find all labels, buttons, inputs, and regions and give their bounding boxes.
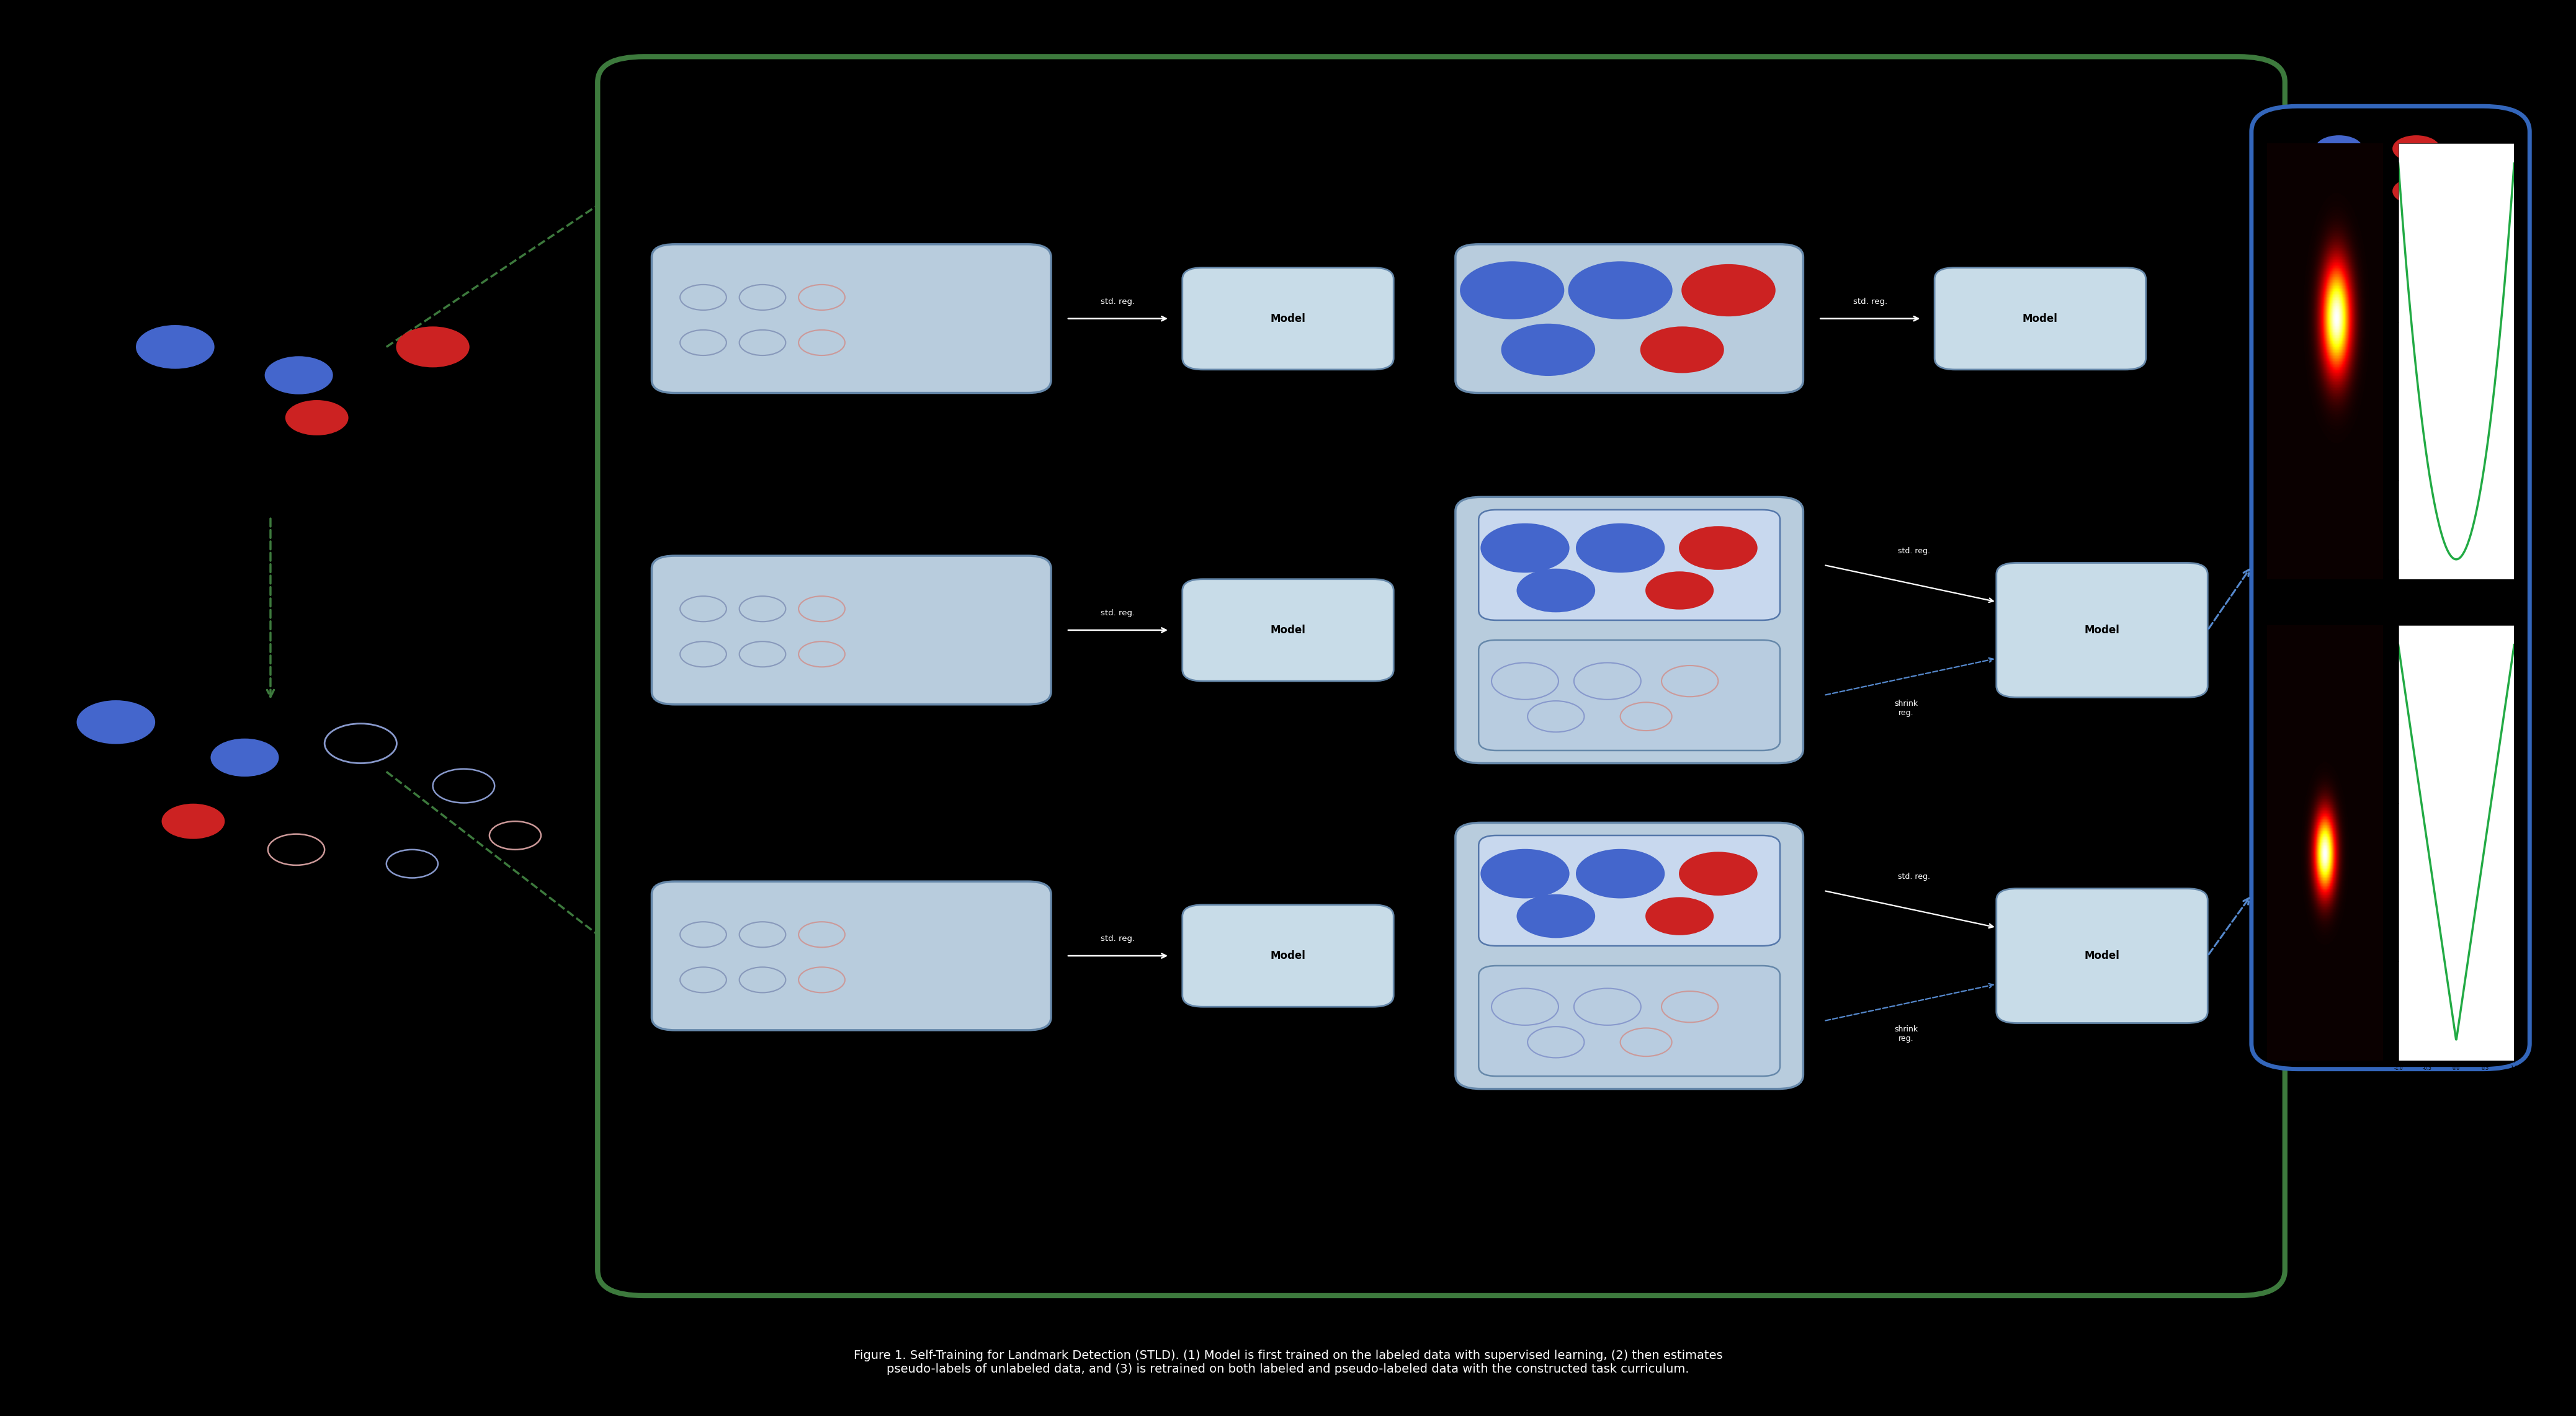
- Circle shape: [1461, 262, 1564, 319]
- Text: std. reg.: std. reg.: [1899, 547, 1929, 555]
- FancyBboxPatch shape: [1182, 268, 1394, 370]
- FancyBboxPatch shape: [1182, 905, 1394, 1007]
- FancyBboxPatch shape: [1479, 510, 1780, 620]
- Circle shape: [211, 739, 278, 776]
- FancyBboxPatch shape: [1996, 889, 2208, 1022]
- FancyBboxPatch shape: [1455, 244, 1803, 394]
- FancyBboxPatch shape: [1455, 823, 1803, 1089]
- FancyBboxPatch shape: [1996, 562, 2208, 697]
- Circle shape: [1517, 569, 1595, 612]
- Circle shape: [1502, 324, 1595, 375]
- Text: Model: Model: [1270, 624, 1306, 636]
- Circle shape: [286, 401, 348, 435]
- Circle shape: [2316, 136, 2362, 161]
- Text: Model: Model: [1270, 950, 1306, 961]
- Text: Model: Model: [2084, 950, 2120, 961]
- Text: shrink
reg.: shrink reg.: [1893, 1025, 1919, 1042]
- Text: std. reg.: std. reg.: [1100, 609, 1136, 617]
- FancyBboxPatch shape: [2251, 106, 2530, 1069]
- Circle shape: [2393, 178, 2439, 204]
- Text: std. reg.: std. reg.: [1852, 297, 1888, 306]
- FancyBboxPatch shape: [1479, 835, 1780, 946]
- FancyBboxPatch shape: [1935, 268, 2146, 370]
- Circle shape: [2393, 136, 2439, 161]
- Circle shape: [1682, 265, 1775, 316]
- Text: Model: Model: [1270, 313, 1306, 324]
- Text: Figure 1. Self-Training for Landmark Detection (STLD). (1) Model is first traine: Figure 1. Self-Training for Landmark Det…: [853, 1349, 1723, 1375]
- Circle shape: [137, 326, 214, 368]
- Circle shape: [1577, 524, 1664, 572]
- Circle shape: [397, 327, 469, 367]
- Circle shape: [1646, 898, 1713, 935]
- Circle shape: [162, 804, 224, 838]
- Text: shrink
reg.: shrink reg.: [1893, 700, 1919, 716]
- FancyBboxPatch shape: [652, 555, 1051, 704]
- Text: Model: Model: [2022, 313, 2058, 324]
- Circle shape: [1646, 572, 1713, 609]
- Circle shape: [265, 357, 332, 394]
- Circle shape: [1481, 850, 1569, 898]
- FancyBboxPatch shape: [652, 244, 1051, 394]
- Circle shape: [1481, 524, 1569, 572]
- FancyBboxPatch shape: [1182, 579, 1394, 681]
- FancyBboxPatch shape: [1455, 497, 1803, 763]
- Circle shape: [77, 701, 155, 743]
- Circle shape: [1577, 850, 1664, 898]
- FancyBboxPatch shape: [598, 57, 2285, 1296]
- Text: Model: Model: [2084, 624, 2120, 636]
- Circle shape: [1641, 327, 1723, 372]
- FancyBboxPatch shape: [1479, 966, 1780, 1076]
- FancyBboxPatch shape: [652, 881, 1051, 1031]
- Text: std. reg.: std. reg.: [1100, 935, 1136, 943]
- Circle shape: [1680, 527, 1757, 569]
- Text: std. reg.: std. reg.: [1899, 872, 1929, 881]
- Circle shape: [1517, 895, 1595, 937]
- FancyBboxPatch shape: [1479, 640, 1780, 750]
- Text: std. reg.: std. reg.: [1100, 297, 1136, 306]
- Circle shape: [1569, 262, 1672, 319]
- Circle shape: [1680, 852, 1757, 895]
